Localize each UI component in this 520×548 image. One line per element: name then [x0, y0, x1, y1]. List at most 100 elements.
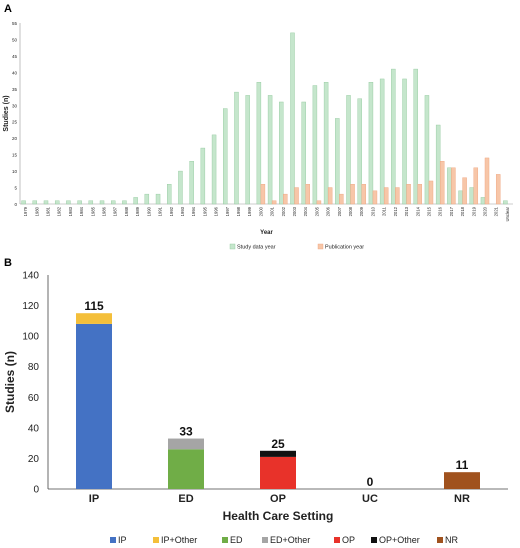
x-tick-label: 2013 — [404, 206, 409, 216]
legend-swatch — [229, 243, 236, 250]
bar-study-data-year — [54, 200, 60, 205]
x-tick-label: 2020 — [482, 206, 487, 216]
x-tick-label: 1995 — [202, 206, 207, 216]
y-tick-label: 20 — [12, 136, 18, 141]
x-tick-label: 2003 — [292, 206, 297, 216]
bar-ed — [168, 449, 204, 489]
bar-publication-year — [305, 184, 310, 205]
x-tick-label: 2012 — [393, 206, 398, 216]
x-tick-label: 1981 — [46, 206, 51, 216]
total-label: 33 — [179, 425, 193, 439]
x-tick-label: 1991 — [158, 206, 163, 216]
bar-publication-year — [395, 187, 400, 205]
bar-study-data-year — [335, 118, 340, 205]
bar-study-data-year — [267, 95, 273, 205]
legend-label: ED+Other — [270, 535, 310, 545]
bar-publication-year — [361, 184, 366, 205]
x-tick-label: 2016 — [438, 206, 443, 216]
bar-study-data-year — [368, 82, 374, 205]
x-tick-label: 2021 — [494, 206, 499, 216]
bar-publication-year — [462, 177, 467, 205]
x-tick-label: 2017 — [449, 206, 454, 216]
chart-a: 0 5 10 15 20 25 30 35 40 45 50 55 1979 1980 1981 1982 19… — [3, 21, 513, 251]
panel-b-label: B — [4, 257, 12, 269]
bar-publication-year — [350, 184, 355, 205]
bar-study-data-year — [391, 68, 396, 205]
bar-study-data-year — [245, 95, 250, 205]
y-tick-label: 45 — [12, 54, 18, 59]
x-tick-label: 1998 — [236, 206, 241, 216]
bar-study-data-year — [99, 200, 105, 205]
y-tick-label: 50 — [12, 37, 18, 42]
x-tick-label: 1982 — [57, 206, 62, 216]
x-tick-label: IP — [89, 493, 99, 505]
bar-study-data-year — [435, 124, 441, 205]
x-tick-label: 1986 — [102, 206, 107, 216]
bar-publication-year — [383, 187, 389, 205]
x-tick-label: 1989 — [135, 206, 140, 216]
x-tick-label: 1997 — [225, 206, 230, 216]
y-tick-label: 0 — [33, 485, 39, 496]
x-tick-label: 2009 — [359, 206, 364, 216]
bar-study-data-year — [424, 95, 430, 205]
x-tick-label: 2008 — [348, 206, 353, 216]
bar-study-data-year — [155, 193, 161, 205]
bar-study-data-year — [312, 85, 318, 205]
legend-swatch — [334, 537, 340, 543]
panel-a-label: A — [4, 3, 12, 15]
bar-study-data-year — [234, 91, 239, 205]
chart-b: 0 20 40 60 80 100 120 140 115 IP 33 ED 25 OP 0 UC 11 NR St… — [3, 271, 508, 545]
bar-publication-year — [428, 180, 434, 205]
x-tick-label: ED — [178, 493, 193, 505]
bar-study-data-year — [122, 200, 127, 205]
bar-publication-year — [271, 200, 277, 205]
bar-study-data-year — [458, 190, 463, 205]
legend-label: Publication year — [325, 245, 364, 251]
x-tick-label: 1996 — [214, 206, 219, 216]
bar-study-data-year — [402, 78, 407, 205]
legend-swatch — [262, 537, 268, 543]
bar-ed-plus-other — [168, 438, 204, 450]
legend-label: Study data year — [237, 245, 276, 251]
bar-study-data-year — [503, 200, 508, 205]
bar-study-data-year — [480, 197, 486, 205]
x-tick-label: 2006 — [326, 206, 331, 216]
y-tick-label: 120 — [22, 301, 39, 312]
legend-label: NR — [445, 535, 458, 545]
bar-study-data-year — [77, 200, 82, 205]
bar-study-data-year — [301, 101, 306, 205]
legend-swatch — [110, 537, 116, 543]
bar-publication-year — [473, 167, 479, 205]
bar-study-data-year — [346, 95, 351, 205]
x-tick-label: 2010 — [370, 206, 375, 216]
y-tick-label: 140 — [22, 271, 39, 282]
bar-publication-year — [495, 174, 501, 205]
y-tick-label: 40 — [12, 70, 18, 75]
y-tick-label: 60 — [28, 393, 40, 404]
y-tick-label: 100 — [22, 332, 39, 343]
bar-study-data-year — [32, 200, 38, 205]
x-tick-label: NR — [454, 493, 470, 505]
legend-label: ED — [230, 535, 243, 545]
x-tick-label: UC — [362, 493, 378, 505]
bar-study-data-year — [88, 200, 94, 205]
bar-publication-year — [283, 193, 288, 205]
y-axis-title: Studies (n) — [3, 351, 17, 413]
legend-label: OP+Other — [379, 535, 420, 545]
bar-study-data-year — [200, 147, 206, 205]
bar-publication-year — [484, 157, 490, 205]
x-tick-label: 2004 — [303, 206, 308, 216]
bar-ip — [76, 323, 112, 489]
total-label: 115 — [84, 299, 104, 313]
x-tick-label: 2011 — [382, 206, 387, 216]
y-tick-label: 0 — [14, 202, 17, 207]
x-tick-label: 2015 — [426, 206, 431, 216]
legend-label: IP+Other — [161, 535, 197, 545]
y-tick-label: 10 — [12, 169, 18, 174]
total-label: 25 — [271, 437, 285, 451]
x-tick-label: 1987 — [113, 206, 118, 216]
x-tick-label: 1980 — [34, 206, 39, 216]
y-tick-label: 20 — [28, 454, 40, 465]
x-tick-label: 1999 — [247, 206, 252, 216]
bar-publication-year — [372, 190, 378, 205]
